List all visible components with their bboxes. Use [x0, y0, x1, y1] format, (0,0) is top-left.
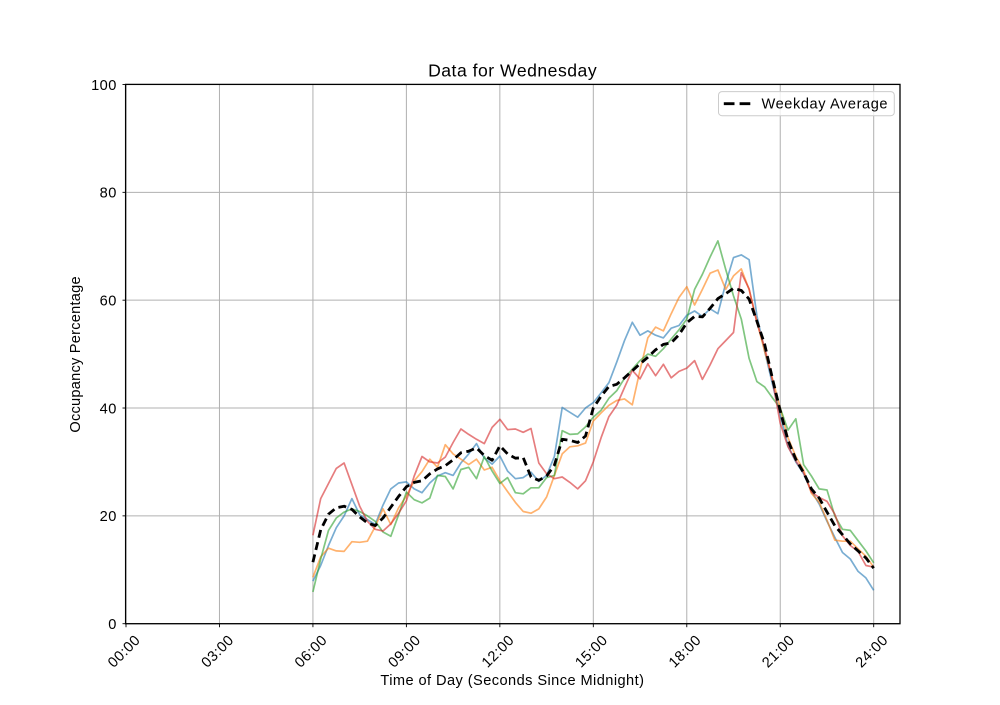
svg-text:Data for Wednesday: Data for Wednesday	[428, 61, 597, 81]
svg-text:0: 0	[108, 617, 117, 633]
svg-text:60: 60	[100, 294, 117, 310]
svg-text:100: 100	[91, 78, 117, 94]
svg-text:40: 40	[100, 401, 117, 417]
svg-text:Weekday Average: Weekday Average	[762, 97, 889, 113]
svg-text:Occupancy Percentage: Occupancy Percentage	[68, 276, 84, 433]
svg-text:20: 20	[100, 509, 117, 525]
svg-text:80: 80	[100, 186, 117, 202]
svg-text:Time of Day (Seconds Since Mid: Time of Day (Seconds Since Midnight)	[380, 673, 644, 689]
